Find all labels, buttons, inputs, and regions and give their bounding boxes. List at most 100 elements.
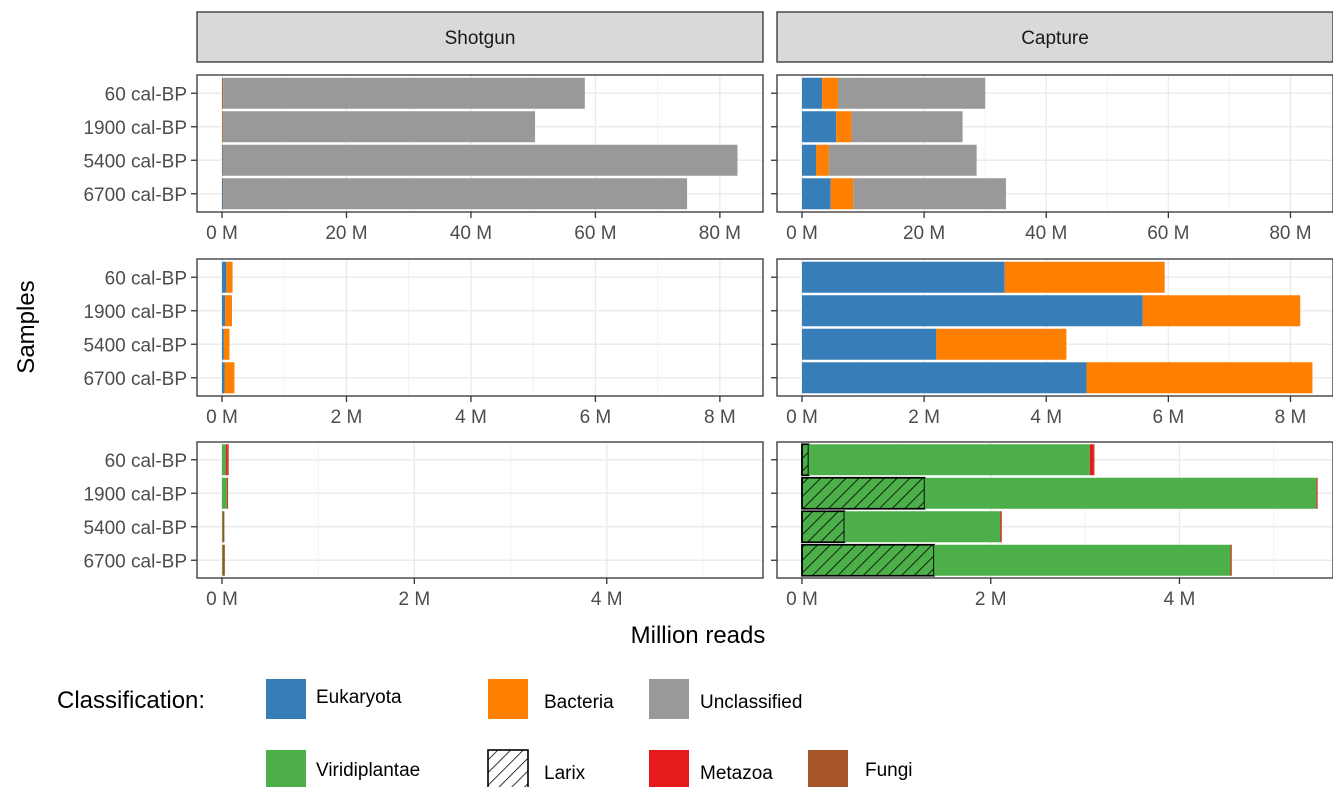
bar-fungi-1900-cal-bp [1316, 477, 1318, 509]
bar-larix-hatch-1900-cal-bp [801, 476, 926, 510]
legend-item-viridiplantae: Viridiplantae [266, 750, 420, 787]
bar-bacteria-6700-cal-bp [1086, 362, 1313, 394]
bar-bacteria-60-cal-bp [1004, 261, 1165, 293]
bar-eukaryota-60-cal-bp [222, 261, 227, 293]
strip-shotgun: Shotgun [196, 11, 764, 63]
bar-metazoa-60-cal-bp [1089, 444, 1094, 476]
x-tick-label: 6 M [580, 407, 612, 428]
x-tick-label: 4 M [1164, 589, 1196, 610]
bar-eukaryota-60-cal-bp [222, 77, 223, 109]
bar-viridiplantae-6700-cal-bp [934, 544, 1231, 576]
bar-fungi-5400-cal-bp [223, 511, 225, 543]
y-tick-label: 1900 cal-BP [83, 484, 187, 505]
x-tick-label: 4 M [455, 407, 487, 428]
bar-bacteria-5400-cal-bp [816, 144, 829, 176]
legend-label: Viridiplantae [316, 760, 420, 781]
legend-item-larix: Larix [487, 749, 586, 787]
bar-viridiplantae-6700-cal-bp [222, 544, 223, 576]
x-tick-label: 80 M [1269, 223, 1311, 244]
x-tick-label: 8 M [704, 407, 736, 428]
bar-eukaryota-5400-cal-bp [802, 328, 937, 360]
x-tick-label: 0 M [786, 223, 818, 244]
legend-label: Larix [544, 763, 586, 784]
bar-viridiplantae-5400-cal-bp [844, 511, 1001, 543]
bar-metazoa-1900-cal-bp [1316, 477, 1318, 509]
plot-area: Shotgun Capture 0 M 20 M 40 M 60 M 80 M 60 cal-… [83, 11, 1333, 610]
bar-unclassified-5400-cal-bp [828, 144, 977, 176]
legend-item-metazoa: Metazoa [649, 750, 773, 787]
bar-unclassified-6700-cal-bp [853, 178, 1006, 210]
panel-row2-shotgun: 0 M 2 M 4 M 6 M 8 M 60 cal-BP 1900 cal-BP 5400 … [83, 258, 764, 428]
x-tick-label: 0 M [206, 589, 238, 610]
x-tick-label: 80 M [699, 223, 741, 244]
x-tick-label: 0 M [206, 407, 238, 428]
bar-fungi-60-cal-bp [1093, 444, 1095, 476]
bar-viridiplantae-60-cal-bp [222, 444, 226, 476]
x-tick-label: 0 M [786, 589, 818, 610]
legend-key-unclassified [649, 679, 689, 719]
bar-eukaryota-60-cal-bp [802, 77, 823, 109]
bar-eukaryota-6700-cal-bp [802, 178, 831, 210]
bar-fungi-60-cal-bp [227, 444, 229, 476]
x-tick-label: 8 M [1275, 407, 1307, 428]
legend-key-eukaryota [266, 679, 306, 719]
legend-item-bacteria: Bacteria [488, 679, 614, 719]
bar-bacteria-1900-cal-bp [1142, 295, 1301, 327]
x-tick-label: 40 M [1025, 223, 1067, 244]
bar-metazoa-1900-cal-bp [226, 477, 228, 509]
panel-row3-shotgun: 0 M 2 M 4 M 60 cal-BP 1900 cal-BP 5400 cal-BP… [83, 441, 764, 610]
panel-row1-capture: 0 M 20 M 40 M 60 M 80 M [771, 74, 1333, 244]
x-tick-label: 40 M [450, 223, 492, 244]
bar-bacteria-6700-cal-bp [224, 362, 235, 394]
x-tick-label: 2 M [908, 407, 940, 428]
bar-larix-hatch-5400-cal-bp [801, 510, 846, 544]
bar-metazoa-6700-cal-bp [222, 544, 224, 576]
x-tick-label: 2 M [331, 407, 363, 428]
bar-eukaryota-5400-cal-bp [802, 144, 817, 176]
y-tick-label: 1900 cal-BP [83, 302, 187, 323]
legend-item-unclassified: Unclassified [649, 679, 802, 719]
y-tick-label: 60 cal-BP [105, 451, 187, 472]
x-tick-label: 6 M [1153, 407, 1185, 428]
bar-eukaryota-6700-cal-bp [802, 362, 1087, 394]
y-tick-label: 5400 cal-BP [83, 151, 187, 172]
bar-bacteria-5400-cal-bp [223, 328, 230, 360]
bar-eukaryota-1900-cal-bp [222, 111, 223, 143]
y-tick-label: 5400 cal-BP [83, 518, 187, 539]
legend-label: Fungi [865, 760, 913, 781]
panel-row1-shotgun: 0 M 20 M 40 M 60 M 80 M 60 cal-BP 1900 cal-BP 5… [83, 74, 764, 244]
bar-viridiplantae-60-cal-bp [808, 444, 1090, 476]
bar-bacteria-5400-cal-bp [936, 328, 1067, 360]
legend-key-bacteria [488, 679, 528, 719]
legend-item-fungi: Fungi [808, 750, 913, 787]
bar-fungi-6700-cal-bp [1230, 544, 1232, 576]
bar-eukaryota-6700-cal-bp [222, 178, 224, 210]
bar-unclassified-1900-cal-bp [851, 111, 963, 143]
y-tick-label: 1900 cal-BP [83, 118, 187, 139]
bar-unclassified-60-cal-bp [838, 77, 986, 109]
legend-label: Eukaryota [316, 687, 402, 708]
x-tick-label: 2 M [399, 589, 431, 610]
bar-bacteria-60-cal-bp [226, 261, 233, 293]
x-tick-label: 0 M [786, 407, 818, 428]
panel-row3-capture: 0 M 2 M 4 M [771, 441, 1333, 610]
legend: Eukaryota Bacteria Unclassified Viridiplant… [266, 679, 913, 787]
bar-fungi-1900-cal-bp [227, 477, 229, 509]
bar-metazoa-5400-cal-bp [222, 511, 224, 543]
x-tick-label: 20 M [325, 223, 367, 244]
y-tick-label: 60 cal-BP [105, 84, 187, 105]
x-tick-label: 60 M [1147, 223, 1189, 244]
strip-label: Shotgun [445, 28, 516, 49]
bar-eukaryota-6700-cal-bp [222, 362, 225, 394]
legend-key-viridiplantae [266, 750, 306, 787]
bar-unclassified-60-cal-bp [223, 77, 585, 109]
bar-metazoa-60-cal-bp [225, 444, 228, 476]
bar-unclassified-5400-cal-bp [222, 144, 738, 176]
bar-unclassified-1900-cal-bp [223, 111, 536, 143]
bar-bacteria-1900-cal-bp [225, 295, 232, 327]
x-axis-title: Million reads [631, 622, 766, 649]
strip-capture: Capture [776, 11, 1333, 63]
bar-larix-hatch-60-cal-bp [801, 443, 810, 477]
legend-key-fungi [808, 750, 848, 787]
